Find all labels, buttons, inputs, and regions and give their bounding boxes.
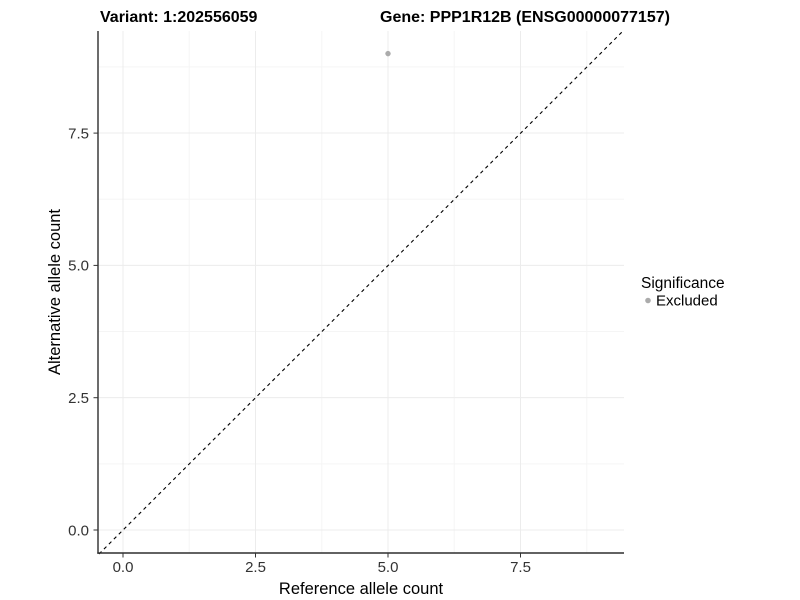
x-tick-labels: 0.0 2.5 5.0 7.5	[113, 559, 531, 576]
y-tick-marks	[93, 132, 98, 531]
data-point-excluded	[385, 50, 391, 57]
legend: Significance Excluded	[641, 275, 725, 310]
legend-marker-excluded-icon	[645, 297, 651, 304]
plot-title-gene: Gene: PPP1R12B (ENSG00000077157)	[380, 9, 670, 26]
identity-reference-line	[98, 29, 625, 555]
x-tick-label: 0.0	[113, 559, 134, 576]
plot-title-variant: Variant: 1:202556059	[100, 9, 258, 26]
legend-title: Significance	[641, 275, 725, 292]
x-tick-label: 5.0	[378, 559, 399, 576]
x-axis-title: Reference allele count	[279, 580, 444, 598]
y-tick-label: 2.5	[68, 390, 89, 407]
legend-label-excluded: Excluded	[656, 293, 718, 310]
x-tick-marks	[122, 553, 521, 558]
y-tick-label: 0.0	[68, 522, 89, 539]
y-axis-title: Alternative allele count	[46, 209, 64, 375]
x-tick-label: 2.5	[245, 559, 266, 576]
y-tick-label: 5.0	[68, 258, 89, 275]
x-tick-label: 7.5	[510, 559, 531, 576]
y-tick-labels: 0.0 2.5 5.0 7.5	[68, 125, 89, 539]
y-tick-label: 7.5	[68, 125, 89, 142]
data-points	[385, 50, 391, 57]
gridlines	[98, 31, 624, 553]
